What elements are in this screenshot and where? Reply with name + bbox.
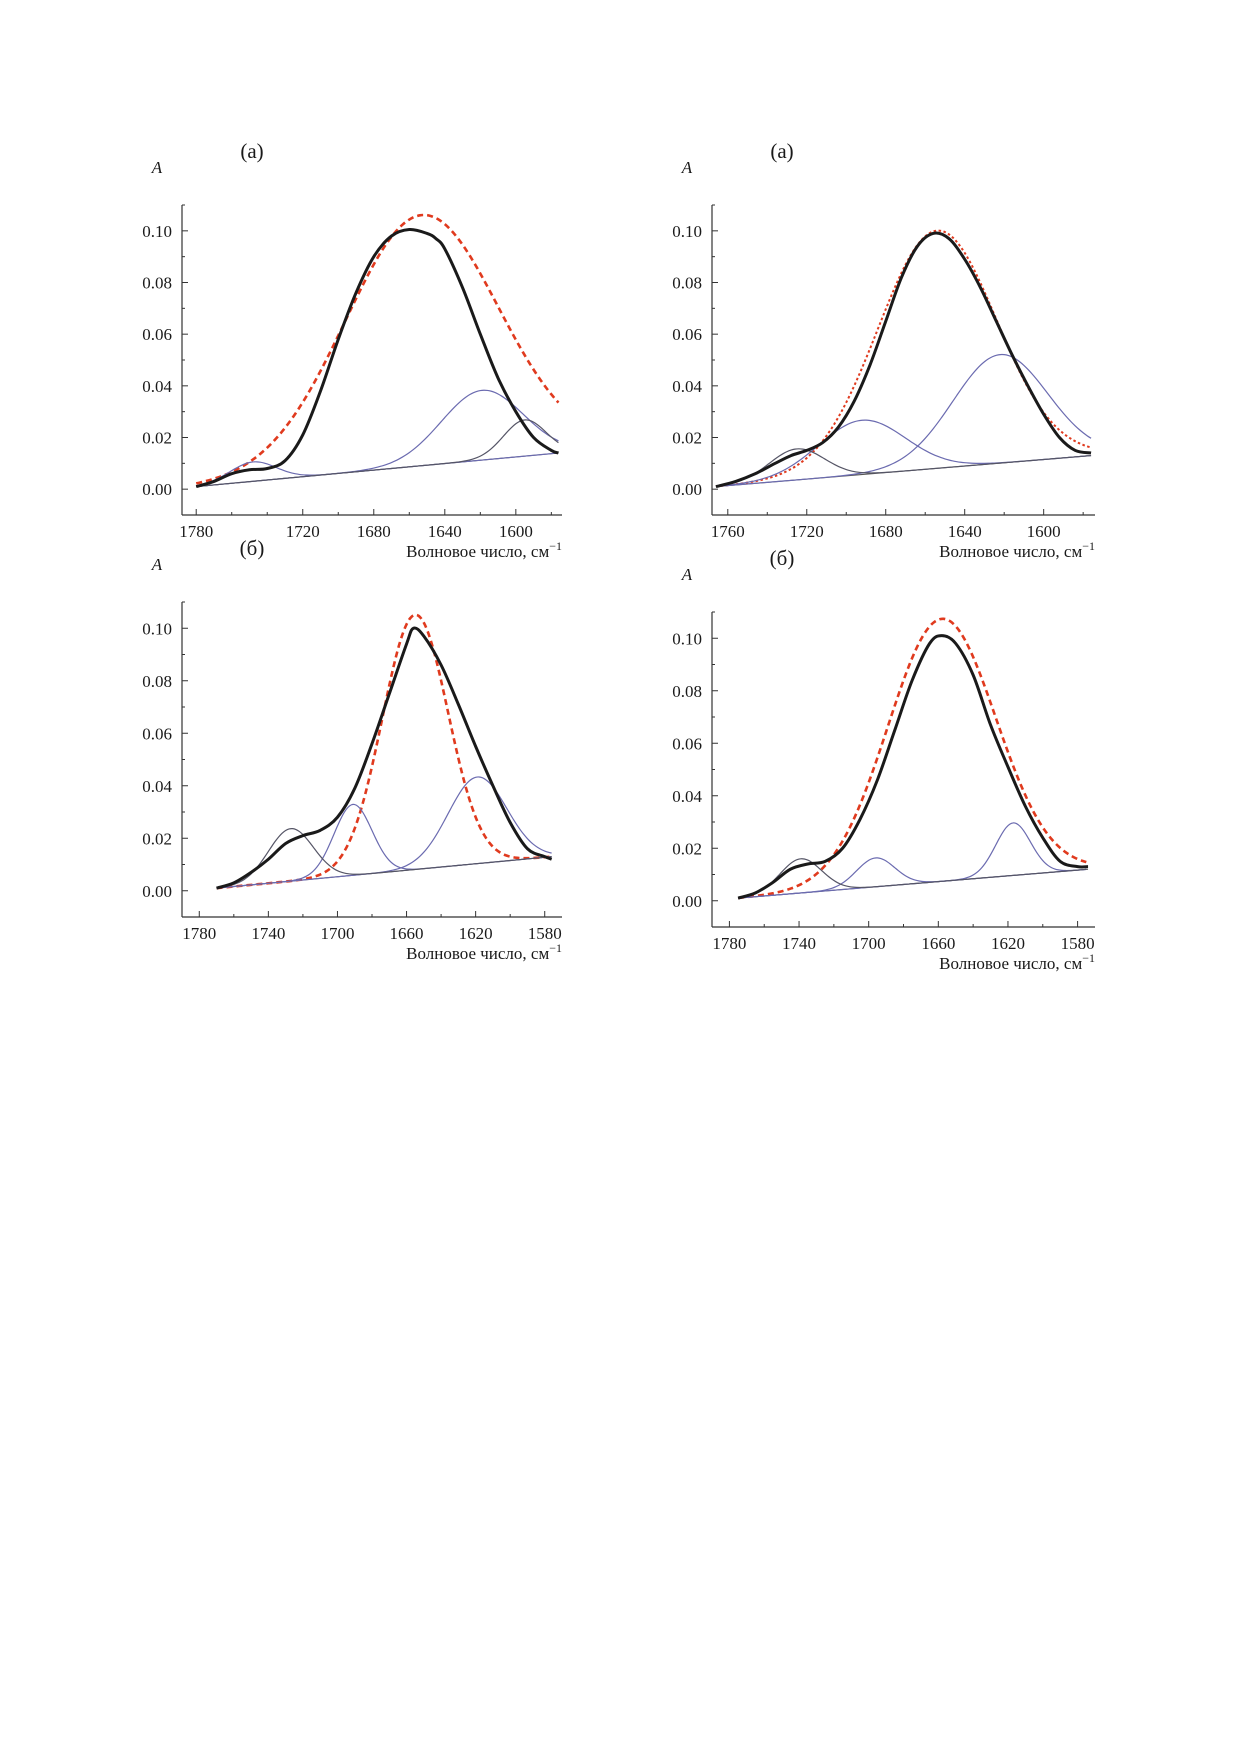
x-tick-label: 1740 — [251, 924, 285, 943]
panel-a-left: 0.00 0.02 0.04 0.06 0.08 0.10 1780 1720 1680 1640… — [142, 139, 562, 561]
x-tick-label: 1580 — [528, 924, 562, 943]
component-band-line — [738, 858, 1087, 899]
x-tick-label: 1600 — [499, 522, 533, 541]
y-tick-label: 0.04 — [142, 377, 172, 396]
x-axis-label-superscript: −1 — [549, 941, 562, 955]
x-tick-label: 1620 — [991, 934, 1025, 953]
x-tick-label: 1640 — [428, 522, 462, 541]
y-tick-label: 0.04 — [142, 777, 172, 796]
x-tick-label: 1660 — [390, 924, 424, 943]
panel-b-left: 0.00 0.02 0.04 0.06 0.08 0.10 1780 1740 1700 1660… — [142, 536, 562, 963]
x-tick-label: 1760 — [711, 522, 745, 541]
x-tick-label: 1740 — [782, 934, 816, 953]
y-tick-label: 0.06 — [142, 724, 172, 743]
y-tick-label: 0.06 — [672, 734, 702, 753]
panel-b-right: 0.00 0.02 0.04 0.06 0.08 0.10 1780 1740 1700 1660… — [672, 546, 1095, 973]
x-axis-label-superscript: −1 — [1082, 951, 1095, 965]
y-tick-label: 0.04 — [672, 787, 702, 806]
y-tick-label: 0.06 — [672, 325, 702, 344]
x-tick-label: 1700 — [320, 924, 354, 943]
y-tick-label: 0.08 — [672, 274, 702, 293]
panel-label: (a) — [770, 139, 793, 163]
y-tick-label: 0.10 — [142, 619, 172, 638]
x-tick-label: 1680 — [869, 522, 903, 541]
x-tick-label: 1580 — [1061, 934, 1095, 953]
x-axis-label: Волновое число, см−1 — [406, 941, 562, 963]
y-tick-label: 0.06 — [142, 325, 172, 344]
component-band-line — [196, 389, 559, 488]
y-tick-label: 0.08 — [142, 672, 172, 691]
y-tick-label: 0.00 — [142, 882, 172, 901]
y-tick-label: 0.10 — [672, 222, 702, 241]
envelope-line — [195, 228, 559, 489]
x-tick-label: 1780 — [179, 522, 213, 541]
y-axis-label: A — [681, 565, 693, 584]
y-tick-label: 0.08 — [142, 274, 172, 293]
x-tick-label: 1780 — [712, 934, 746, 953]
x-axis-label-superscript: −1 — [1082, 539, 1095, 553]
y-tick-label: 0.04 — [672, 377, 702, 396]
y-axis-label: A — [681, 158, 693, 177]
x-tick-label: 1720 — [790, 522, 824, 541]
y-tick-label: 0.02 — [142, 429, 172, 448]
x-tick-label: 1780 — [182, 924, 216, 943]
y-tick-label: 0.02 — [672, 429, 702, 448]
component-band-line — [738, 822, 1087, 899]
envelope-line — [216, 626, 553, 890]
component-band-line — [216, 828, 552, 889]
y-tick-label: 0.00 — [672, 892, 702, 911]
y-tick-label: 0.10 — [672, 629, 702, 648]
main-band-line — [715, 229, 1092, 488]
x-tick-label: 1700 — [852, 934, 886, 953]
x-axis-label: Волновое число, см−1 — [406, 539, 562, 561]
panel-label: (a) — [240, 139, 263, 163]
x-axis-label: Волновое число, см−1 — [939, 951, 1095, 973]
x-tick-label: 1680 — [357, 522, 391, 541]
x-tick-label: 1600 — [1027, 522, 1061, 541]
component-band-line — [715, 448, 1092, 487]
y-tick-label: 0.00 — [142, 480, 172, 499]
component-band-line — [715, 353, 1092, 488]
y-tick-label: 0.02 — [142, 829, 172, 848]
y-axis-label: A — [151, 158, 163, 177]
x-tick-label: 1660 — [921, 934, 955, 953]
panel-a-right: 0.00 0.02 0.04 0.06 0.08 0.10 1760 1720 1680 1640… — [672, 139, 1095, 561]
y-tick-label: 0.02 — [672, 839, 702, 858]
component-band-line — [216, 803, 552, 889]
x-tick-label: 1620 — [459, 924, 493, 943]
x-tick-label: 1640 — [948, 522, 982, 541]
envelope-line — [715, 231, 1092, 489]
panel-label: (б) — [240, 536, 265, 560]
x-tick-label: 1720 — [286, 522, 320, 541]
component-band-line — [216, 776, 552, 889]
y-axis-label: A — [151, 555, 163, 574]
y-tick-label: 0.08 — [672, 682, 702, 701]
y-tick-label: 0.10 — [142, 222, 172, 241]
y-tick-label: 0.00 — [672, 480, 702, 499]
main-band-line — [216, 613, 552, 890]
x-axis-label-superscript: −1 — [549, 539, 562, 553]
envelope-line — [737, 634, 1089, 900]
component-band-line — [196, 419, 559, 488]
x-axis-label: Волновое число, см−1 — [939, 539, 1095, 561]
panel-label: (б) — [770, 546, 795, 570]
main-band-line — [195, 213, 560, 485]
main-band-line — [737, 617, 1087, 900]
